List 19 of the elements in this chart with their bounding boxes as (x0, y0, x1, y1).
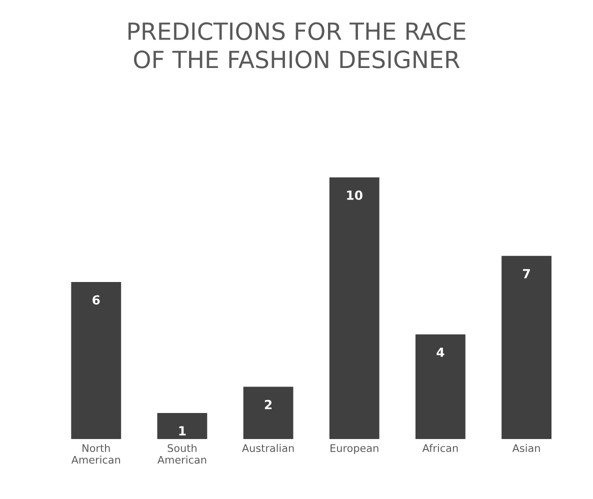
bar (415, 334, 466, 440)
x-tick-label: North American (71, 444, 120, 464)
bar (502, 256, 552, 440)
bar (71, 282, 122, 440)
x-tick-label: European (330, 444, 378, 454)
x-tick-label: Australian (242, 444, 294, 452)
bar (243, 386, 294, 440)
data-label: 4 (436, 348, 444, 357)
bar (329, 177, 380, 440)
data-label: 1 (179, 426, 186, 436)
bar (157, 412, 208, 440)
data-label: 2 (264, 400, 272, 410)
x-tick-label: South American (158, 444, 206, 464)
data-label: 10 (347, 190, 362, 200)
data-label: 7 (523, 269, 530, 278)
x-tick-label: African (422, 444, 458, 452)
x-tick-label: Asian (512, 444, 540, 452)
chart-title: PREDICTIONS FOR THE RACE OF THE FASHION DESIGNER (128, 22, 466, 68)
data-label: 6 (92, 295, 100, 305)
